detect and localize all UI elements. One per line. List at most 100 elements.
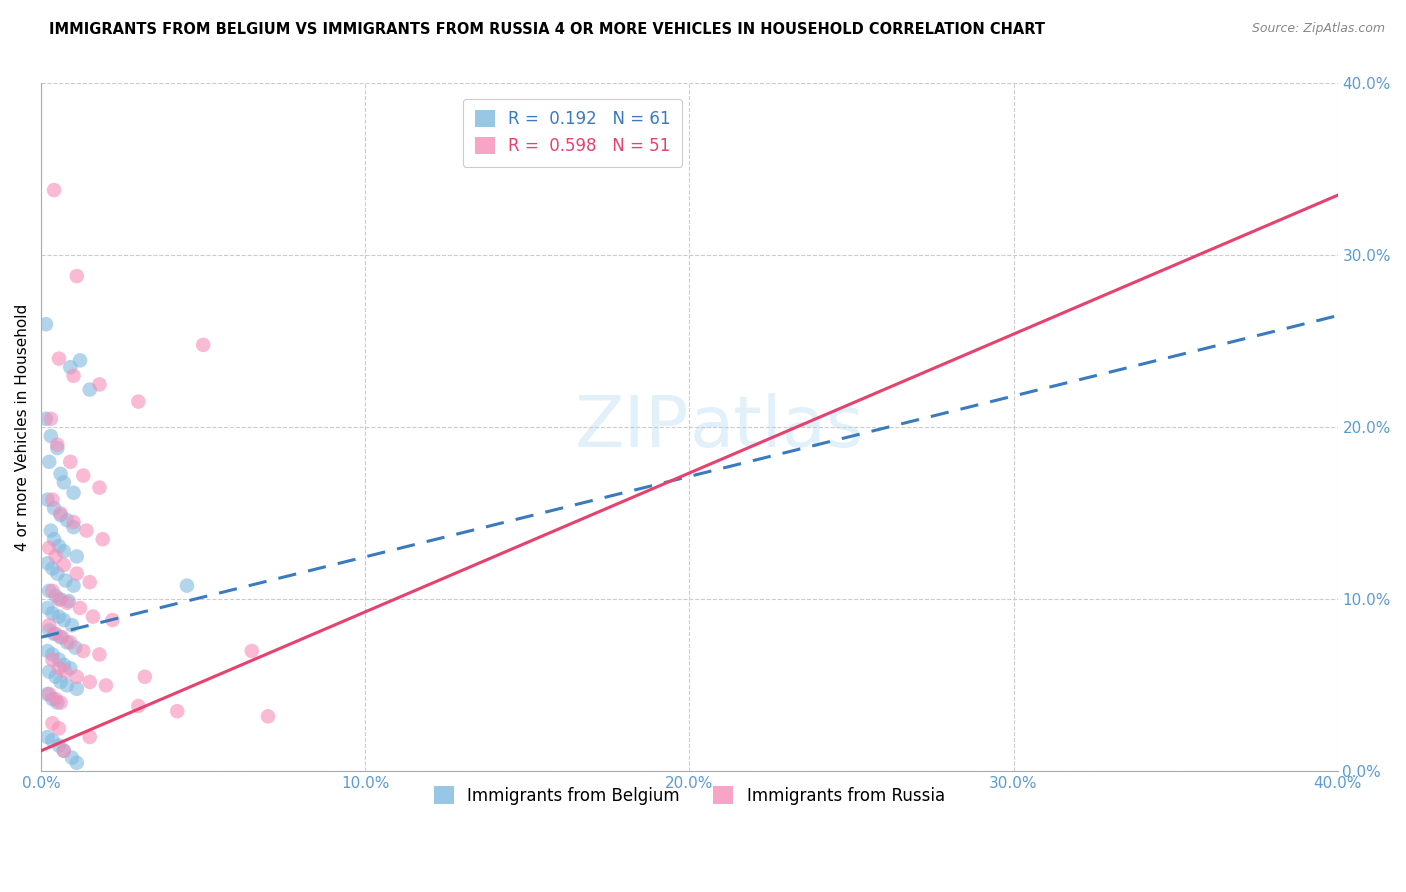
Point	[48, 539, 70, 553]
Point	[38, 455, 60, 469]
Point	[42, 183, 65, 197]
Point	[38, 583, 60, 598]
Point	[41, 692, 63, 706]
Point	[46, 696, 69, 710]
Text: atlas: atlas	[689, 392, 863, 462]
Point	[63, 640, 86, 655]
Point	[66, 670, 89, 684]
Point	[60, 618, 83, 632]
Point	[42, 627, 65, 641]
Point	[35, 412, 58, 426]
Text: IMMIGRANTS FROM BELGIUM VS IMMIGRANTS FROM RUSSIA 4 OR MORE VEHICLES IN HOUSEHOL: IMMIGRANTS FROM BELGIUM VS IMMIGRANTS FR…	[49, 22, 1045, 37]
Point	[166, 704, 188, 718]
Point	[46, 441, 69, 455]
Point	[62, 579, 84, 593]
Point	[41, 648, 63, 662]
Point	[41, 561, 63, 575]
Point	[37, 687, 59, 701]
Point	[101, 613, 124, 627]
Point	[41, 716, 63, 731]
Point	[48, 592, 70, 607]
Point	[48, 652, 70, 666]
Point	[45, 670, 67, 684]
Point	[257, 709, 280, 723]
Point	[49, 507, 72, 521]
Legend: Immigrants from Belgium, Immigrants from Russia: Immigrants from Belgium, Immigrants from…	[425, 776, 955, 814]
Point	[45, 627, 67, 641]
Point	[79, 675, 101, 690]
Y-axis label: 4 or more Vehicles in Household: 4 or more Vehicles in Household	[15, 304, 30, 551]
Point	[49, 630, 72, 644]
Point	[42, 532, 65, 546]
Text: ZIP: ZIP	[575, 392, 689, 462]
Point	[91, 532, 114, 546]
Point	[52, 558, 75, 572]
Point	[38, 618, 60, 632]
Point	[134, 670, 156, 684]
Point	[79, 383, 101, 397]
Point	[58, 594, 80, 608]
Point	[79, 575, 101, 590]
Point	[240, 644, 263, 658]
Point	[55, 665, 77, 679]
Point	[52, 475, 75, 490]
Point	[41, 492, 63, 507]
Point	[41, 606, 63, 620]
Point	[89, 377, 111, 392]
Point	[59, 455, 82, 469]
Point	[49, 508, 72, 522]
Point	[66, 756, 89, 770]
Point	[37, 556, 59, 570]
Point	[79, 730, 101, 744]
Point	[127, 394, 149, 409]
Point	[39, 412, 62, 426]
Point	[52, 657, 75, 672]
Point	[94, 678, 117, 692]
Point	[49, 592, 72, 607]
Point	[48, 661, 70, 675]
Point	[38, 624, 60, 638]
Point	[72, 644, 94, 658]
Point	[69, 353, 91, 368]
Point	[59, 635, 82, 649]
Point	[51, 630, 73, 644]
Point	[35, 317, 58, 331]
Point	[52, 744, 75, 758]
Point	[46, 437, 69, 451]
Point	[45, 589, 67, 603]
Point	[59, 661, 82, 675]
Point	[45, 692, 67, 706]
Point	[38, 687, 60, 701]
Point	[82, 609, 104, 624]
Point	[127, 699, 149, 714]
Point	[66, 566, 89, 581]
Point	[89, 481, 111, 495]
Point	[59, 360, 82, 375]
Point	[39, 429, 62, 443]
Point	[49, 675, 72, 690]
Point	[55, 574, 77, 588]
Point	[41, 733, 63, 747]
Point	[176, 579, 198, 593]
Point	[66, 268, 89, 283]
Point	[48, 739, 70, 753]
Point	[66, 549, 89, 564]
Point	[56, 596, 79, 610]
Point	[38, 541, 60, 555]
Point	[69, 601, 91, 615]
Point	[52, 544, 75, 558]
Point	[48, 722, 70, 736]
Point	[49, 467, 72, 481]
Point	[37, 730, 59, 744]
Point	[60, 750, 83, 764]
Point	[56, 635, 79, 649]
Point	[193, 338, 215, 352]
Point	[52, 613, 75, 627]
Text: Source: ZipAtlas.com: Source: ZipAtlas.com	[1251, 22, 1385, 36]
Point	[56, 513, 79, 527]
Point	[52, 744, 75, 758]
Point	[72, 468, 94, 483]
Point	[37, 644, 59, 658]
Point	[49, 696, 72, 710]
Point	[89, 648, 111, 662]
